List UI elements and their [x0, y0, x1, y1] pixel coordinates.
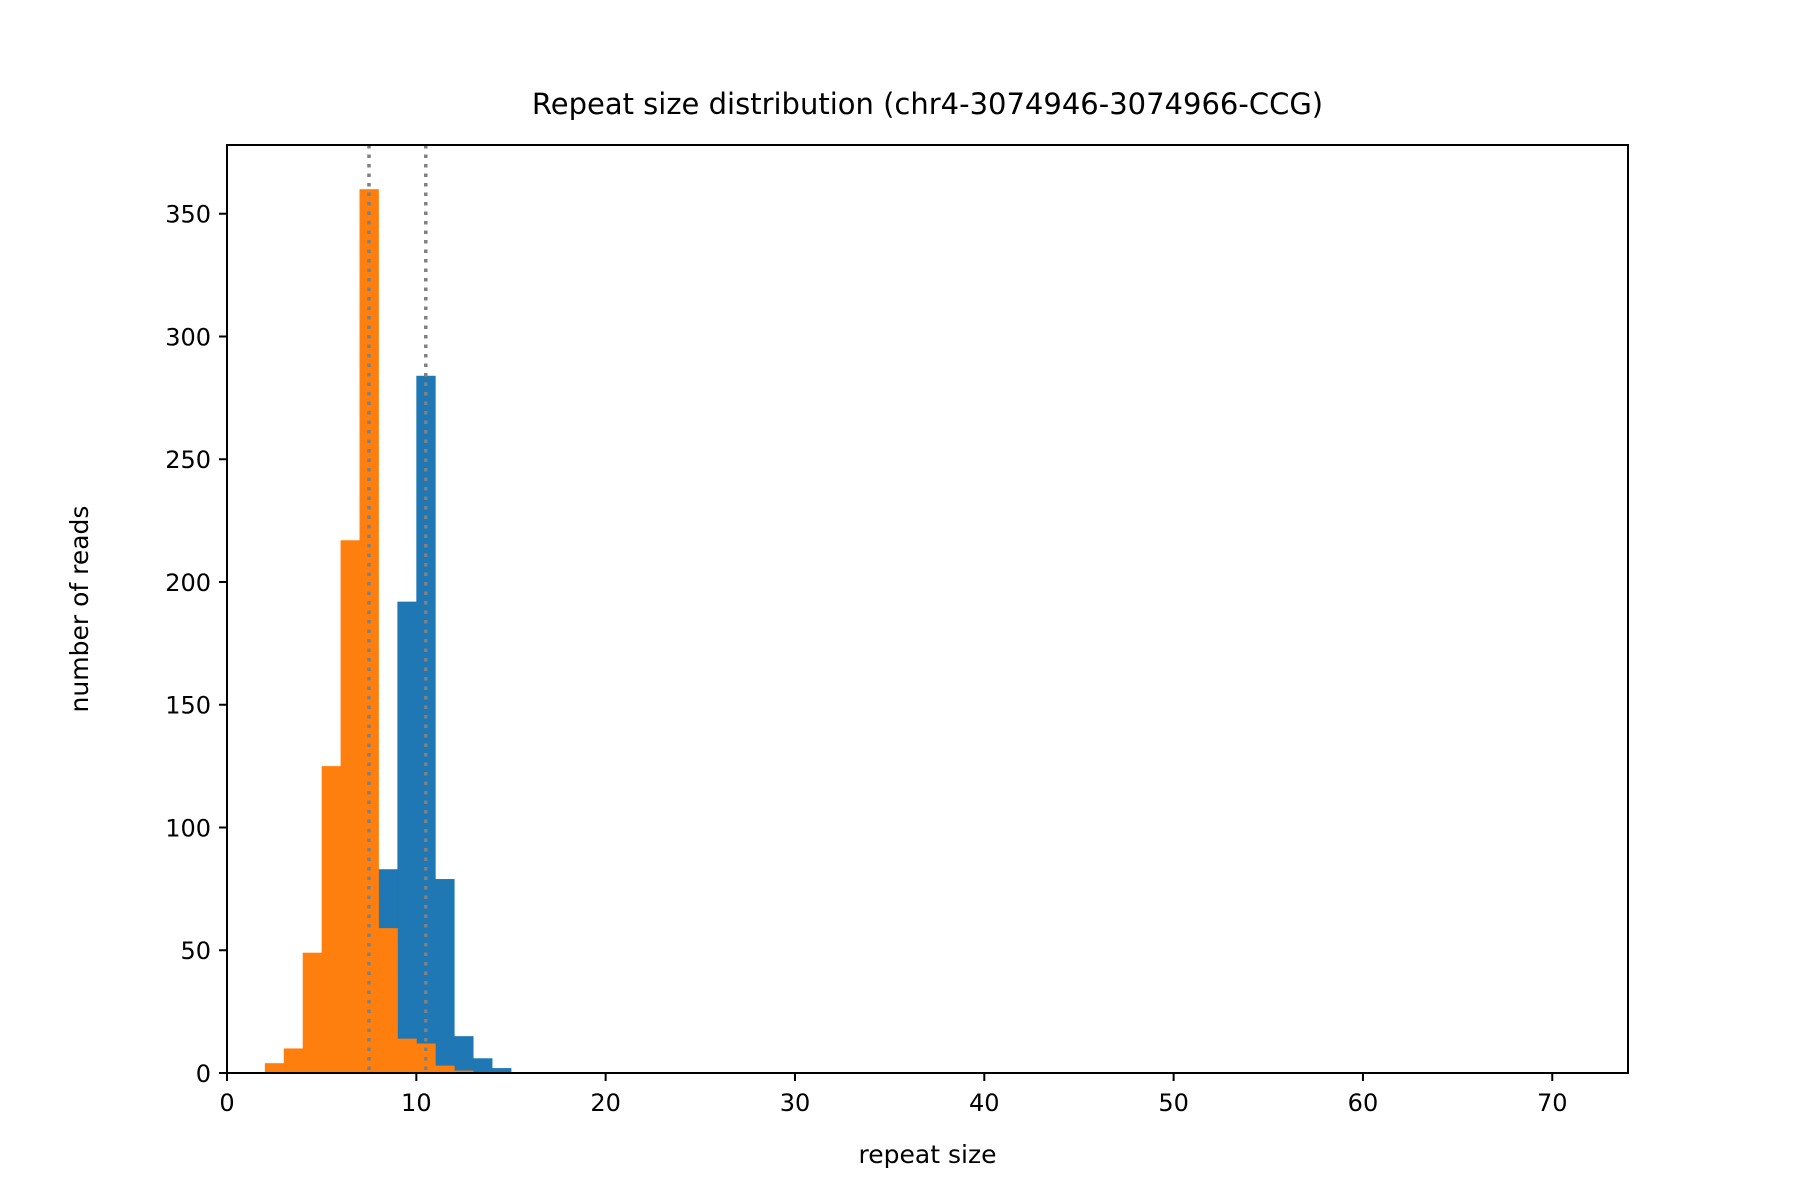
y-tick-label-4: 200 — [165, 569, 211, 597]
y-tick-label-5: 250 — [165, 446, 211, 474]
series-1-bar-9 — [435, 1065, 455, 1073]
series-1-bar-3 — [321, 766, 341, 1073]
series-1-bar-6 — [378, 928, 398, 1073]
reference-lines — [367, 145, 428, 1073]
x-tick-label-7: 70 — [1537, 1089, 1568, 1117]
y-tick-label-1: 50 — [180, 937, 211, 965]
x-tick-label-5: 50 — [1158, 1089, 1189, 1117]
y-tick-label-0: 0 — [196, 1060, 211, 1088]
series-1-bar-7 — [397, 1038, 417, 1073]
histogram-bars — [264, 189, 512, 1074]
y-tick-label-7: 350 — [165, 201, 211, 229]
y-tick-label-3: 150 — [165, 692, 211, 720]
x-tick-label-3: 30 — [780, 1089, 811, 1117]
series-0-bar-2 — [416, 375, 436, 1074]
x-axis-label: repeat size — [859, 1140, 997, 1169]
series-1-bar-4 — [340, 540, 360, 1073]
series-1-bar-1 — [283, 1048, 304, 1073]
x-tick-label-4: 40 — [969, 1089, 1000, 1117]
series-0-bar-4 — [454, 1036, 474, 1073]
series-0-bar-5 — [473, 1058, 493, 1073]
x-tick-label-0: 0 — [219, 1089, 234, 1117]
x-axis-ticks: 0 10 20 30 40 50 60 70 — [219, 1073, 1568, 1117]
y-tick-label-6: 300 — [165, 323, 211, 351]
y-tick-label-2: 100 — [165, 814, 211, 842]
x-tick-label-6: 60 — [1348, 1089, 1379, 1117]
plot-frame — [226, 144, 1629, 1074]
chart-title: Repeat size distribution (chr4-3074946-3… — [532, 87, 1323, 121]
series-0-bar-3 — [435, 879, 455, 1073]
y-axis-ticks: 0 50 100 150 200 250 300 350 — [165, 201, 227, 1088]
x-tick-label-2: 20 — [590, 1089, 621, 1117]
series-0-bar-1 — [397, 601, 417, 1073]
series-1-bar-10 — [454, 1070, 474, 1073]
x-tick-label-1: 10 — [401, 1089, 432, 1117]
series-1-bar-2 — [302, 952, 323, 1073]
y-axis-label: number of reads — [65, 506, 94, 713]
series-0-bar-6 — [492, 1068, 512, 1073]
series-1-bar-0 — [264, 1063, 285, 1073]
